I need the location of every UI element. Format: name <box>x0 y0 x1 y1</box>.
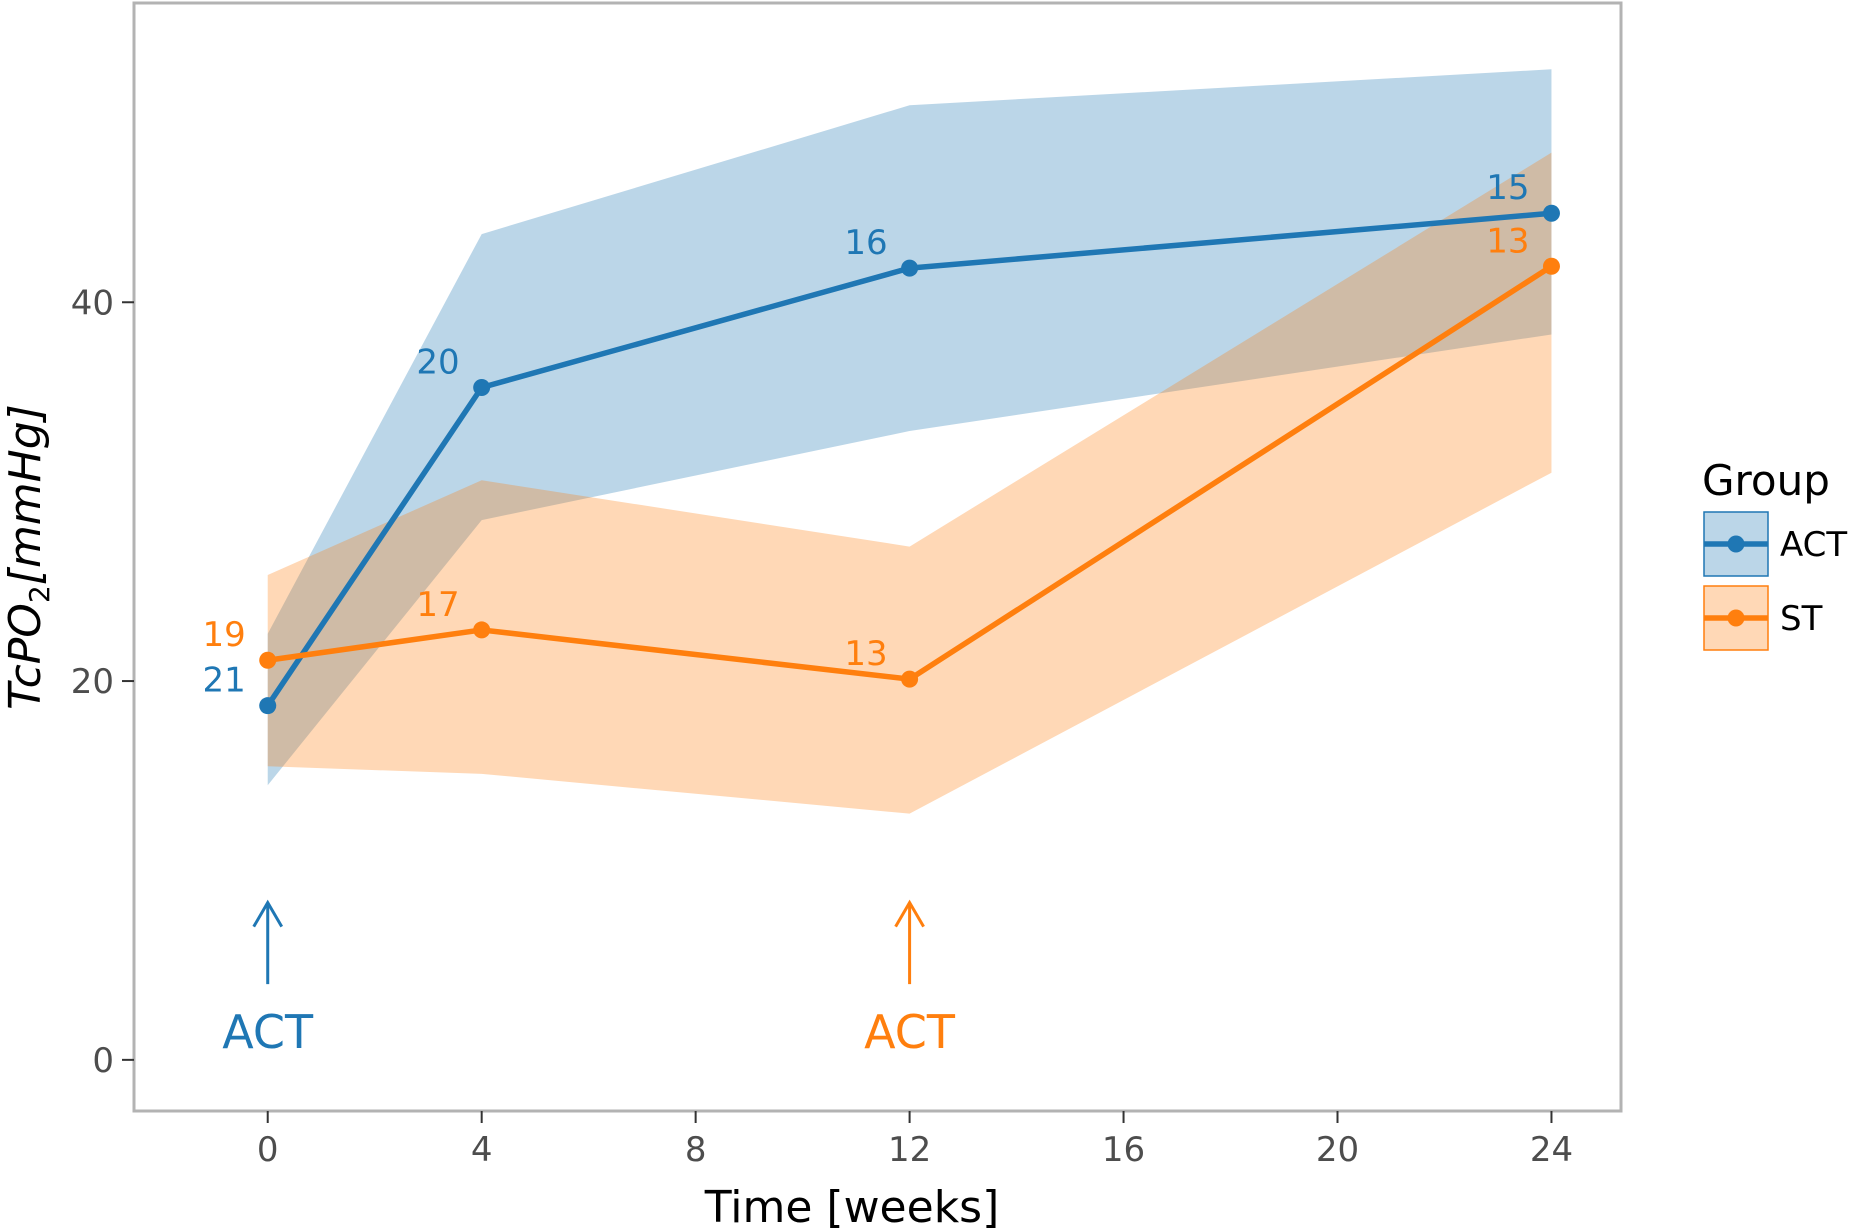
n-label-act-0: 21 <box>202 661 245 701</box>
x-tick-label-4: 4 <box>471 1130 493 1170</box>
y-axis-title: TcPO2[mmHg] <box>0 404 56 710</box>
band-act <box>267 69 1552 786</box>
treatment-annotations: ACT ACT <box>222 899 956 1059</box>
n-label-act-12: 16 <box>844 223 887 263</box>
y-axis: 0 20 40 <box>71 283 134 1081</box>
band-st <box>267 152 1552 814</box>
point-act-0 <box>259 697 277 715</box>
x-axis-title: Time [weeks] <box>704 1182 1000 1230</box>
legend-label-st: ST <box>1780 599 1823 639</box>
line-st <box>267 263 1553 682</box>
legend-marker-act <box>1727 535 1745 553</box>
legend-label-act: ACT <box>1780 525 1847 565</box>
annotation-arrow-head-0 <box>252 899 284 928</box>
x-tick-label-24: 24 <box>1530 1130 1573 1170</box>
annotation-label-1: ACT <box>864 1005 956 1059</box>
sample-size-labels: 21 20 16 15 19 17 13 13 <box>202 168 1529 700</box>
legend-title: Group <box>1702 456 1830 505</box>
n-label-act-24: 15 <box>1486 168 1529 208</box>
x-tick-label-12: 12 <box>888 1130 931 1170</box>
n-label-st-24: 13 <box>1486 221 1529 261</box>
point-act-4 <box>473 378 491 396</box>
annotation-arrow-head-1 <box>894 899 925 928</box>
y-tick-label-40: 40 <box>71 283 114 323</box>
point-act-24 <box>1542 204 1560 222</box>
x-tick-label-0: 0 <box>257 1130 279 1170</box>
x-tick-label-16: 16 <box>1102 1130 1145 1170</box>
n-label-act-4: 20 <box>416 342 459 382</box>
y-axis-title-main: TcPO <box>0 603 51 710</box>
x-tick-label-20: 20 <box>1316 1130 1359 1170</box>
x-tick-label-8: 8 <box>685 1130 707 1170</box>
y-tick-label-0: 0 <box>92 1041 114 1081</box>
point-st-0 <box>259 651 277 669</box>
confidence-bands <box>267 69 1552 814</box>
point-st-24 <box>1542 257 1560 275</box>
x-axis: 0 4 8 12 16 20 24 <box>257 1111 1573 1170</box>
n-label-st-0: 19 <box>202 615 245 655</box>
point-st-12 <box>901 670 919 688</box>
n-label-st-12: 13 <box>844 634 887 674</box>
line-act <box>265 210 1552 708</box>
point-st-4 <box>473 621 491 639</box>
n-label-st-4: 17 <box>416 585 459 625</box>
legend: Group ACT ST <box>1702 456 1847 651</box>
annotation-label-0: ACT <box>222 1005 314 1059</box>
legend-marker-st <box>1727 609 1745 627</box>
plot-frame <box>132 1 1623 1113</box>
y-axis-title-unit: [mmHg] <box>0 404 51 585</box>
point-act-12 <box>901 259 919 277</box>
y-axis-title-subscript: 2 <box>23 585 56 603</box>
y-tick-label-20: 20 <box>71 662 114 702</box>
series-lines <box>259 204 1560 715</box>
